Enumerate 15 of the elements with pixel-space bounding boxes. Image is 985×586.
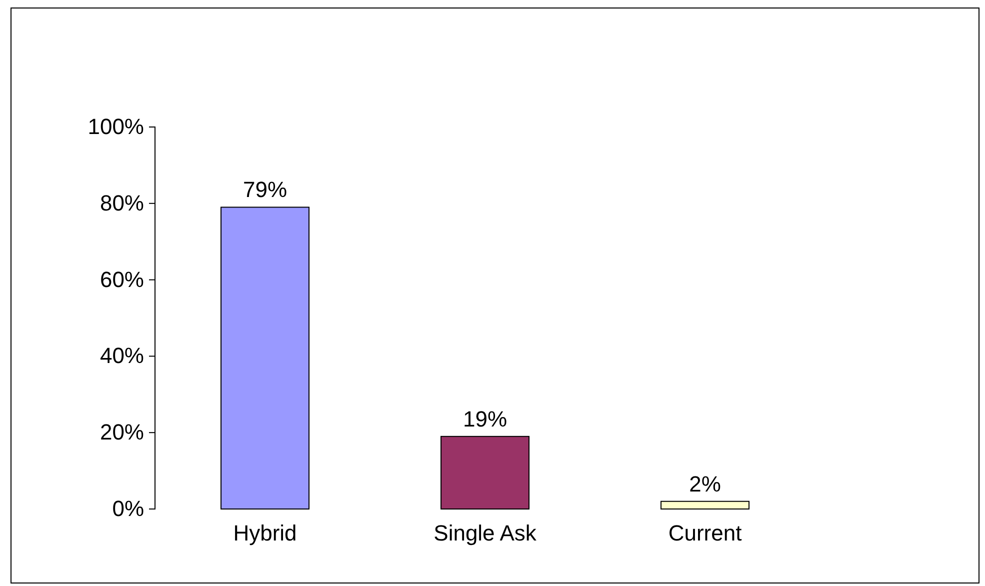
bar [440, 436, 530, 510]
y-tick-label: 80% [100, 190, 144, 216]
x-tick-label: Current [668, 520, 742, 546]
data-label: 2% [689, 471, 721, 496]
data-label: 19% [462, 406, 508, 432]
y-tick-label: 100% [88, 114, 144, 140]
data-label: 79% [242, 177, 288, 202]
x-tick-label: Single Ask [434, 520, 538, 546]
bar [660, 500, 750, 510]
y-tick-label: 20% [100, 420, 144, 445]
y-tick-label: 60% [100, 266, 144, 292]
y-tick-label: 40% [100, 343, 144, 368]
bar [220, 206, 310, 510]
y-tick-label: 0% [112, 496, 144, 522]
x-tick-label: Hybrid [233, 520, 297, 546]
